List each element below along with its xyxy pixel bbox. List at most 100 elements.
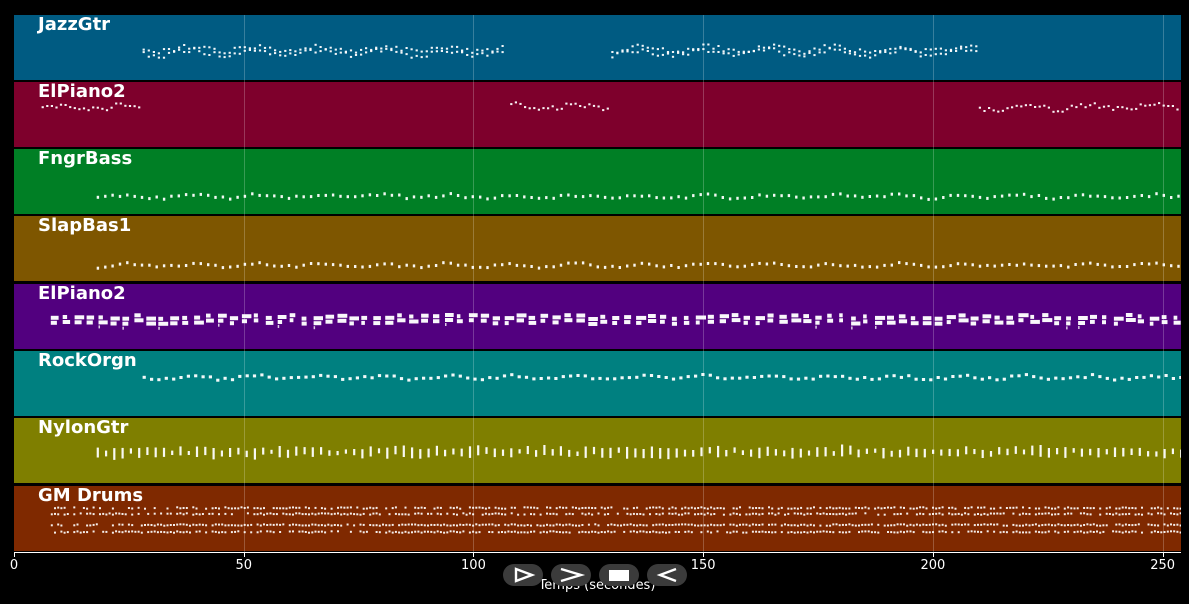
midi-note <box>993 264 996 268</box>
midi-note <box>581 512 584 515</box>
midi-note <box>607 513 610 515</box>
midi-note <box>986 530 989 533</box>
midi-note <box>433 319 440 324</box>
midi-note <box>343 506 346 509</box>
midi-note <box>983 523 986 526</box>
midi-note <box>941 506 944 509</box>
midi-note <box>788 48 791 51</box>
midi-note <box>589 263 592 267</box>
midi-note <box>216 378 220 382</box>
midi-note <box>1170 530 1172 533</box>
midi-note <box>808 52 811 54</box>
midi-note <box>218 513 220 516</box>
midi-note <box>1024 104 1027 107</box>
midi-note <box>153 530 156 533</box>
midi-note <box>700 524 703 527</box>
midi-note <box>601 448 604 458</box>
midi-note <box>481 49 484 52</box>
midi-note <box>717 445 720 458</box>
midi-note <box>207 263 210 267</box>
fast-forward-button[interactable] <box>551 564 591 586</box>
midi-note <box>1060 524 1063 527</box>
track-title: FngrBass <box>38 149 133 169</box>
midi-note <box>567 193 570 197</box>
midi-note <box>412 264 416 268</box>
midi-note <box>597 512 600 515</box>
midi-note <box>324 531 327 534</box>
midi-note <box>98 320 108 325</box>
midi-note <box>313 321 322 326</box>
midi-note <box>185 530 188 533</box>
play-button[interactable] <box>503 564 543 586</box>
midi-note <box>434 195 438 199</box>
midi-note <box>292 513 294 516</box>
midi-note <box>253 313 258 318</box>
midi-note <box>388 524 391 527</box>
midi-note <box>1078 326 1080 329</box>
midi-note <box>401 531 404 534</box>
midi-note <box>793 512 796 515</box>
midi-note <box>1102 315 1107 320</box>
midi-note <box>1137 314 1142 319</box>
midi-note <box>1120 376 1124 380</box>
midi-note <box>402 445 405 457</box>
midi-note <box>259 507 262 510</box>
midi-note <box>894 47 897 50</box>
midi-note <box>1128 512 1131 515</box>
midi-note <box>203 53 206 56</box>
midi-note <box>349 506 352 509</box>
midi-note <box>965 49 968 52</box>
midi-note <box>398 265 401 269</box>
midi-note <box>301 316 307 321</box>
midi-note <box>133 105 136 108</box>
midi-note <box>456 513 458 516</box>
midi-note <box>846 264 849 268</box>
midi-note <box>99 513 101 516</box>
midi-note <box>841 444 844 457</box>
midi-note <box>324 507 327 510</box>
midi-note <box>977 530 979 533</box>
midi-note <box>1131 530 1134 533</box>
midi-note <box>1015 524 1018 527</box>
midi-note <box>478 524 481 527</box>
midi-note <box>667 448 670 460</box>
midi-note <box>427 530 429 533</box>
midi-note <box>218 523 220 526</box>
midi-note <box>1171 448 1174 455</box>
midi-note <box>465 523 468 526</box>
midi-note <box>279 50 282 53</box>
midi-note <box>687 530 690 533</box>
x-tick-label: 100 <box>461 558 486 573</box>
midi-note <box>458 374 462 378</box>
midi-note <box>484 523 487 526</box>
midi-note <box>1149 321 1154 326</box>
midi-note <box>449 506 452 509</box>
midi-note <box>833 43 836 46</box>
midi-note <box>793 48 796 51</box>
midi-note <box>1047 106 1050 109</box>
midi-note <box>743 320 748 325</box>
stop-button[interactable] <box>599 564 639 586</box>
midi-note <box>1018 531 1021 534</box>
midi-note <box>1079 530 1082 533</box>
midi-note <box>1121 506 1124 509</box>
midi-note <box>1163 449 1166 459</box>
midi-note <box>898 449 902 458</box>
midi-note <box>671 506 674 509</box>
midi-note <box>660 314 667 319</box>
midi-note <box>539 524 542 527</box>
midi-note <box>568 523 571 526</box>
midi-note <box>1170 523 1172 526</box>
midi-note <box>631 45 634 48</box>
midi-note <box>320 447 323 455</box>
midi-note <box>198 46 201 49</box>
midi-note <box>729 531 732 534</box>
midi-note <box>848 52 851 55</box>
midi-note <box>1142 375 1146 379</box>
midi-note <box>218 323 220 327</box>
midi-note <box>459 531 462 534</box>
stop-icon <box>609 570 629 581</box>
midi-note <box>874 507 877 510</box>
midi-note <box>543 445 546 455</box>
rewind-button[interactable] <box>647 564 687 586</box>
